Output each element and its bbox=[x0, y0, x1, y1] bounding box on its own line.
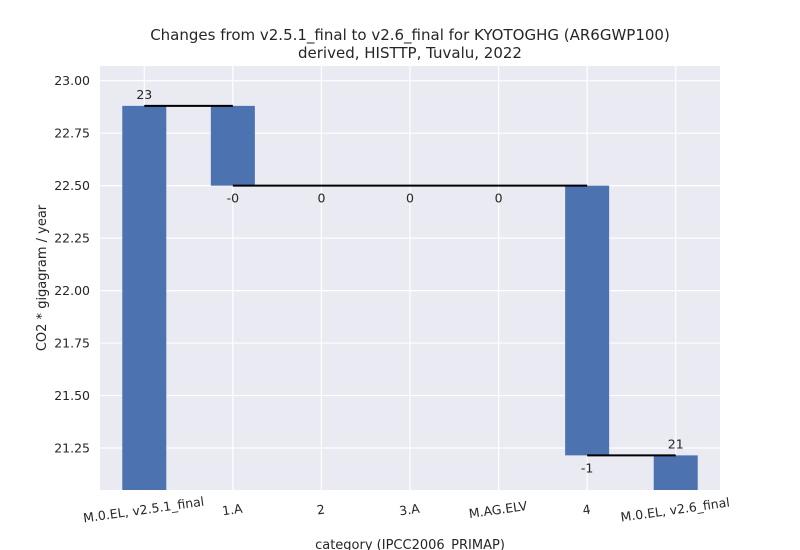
y-tick-label: 21.75 bbox=[54, 336, 90, 351]
x-tick-label: 4 bbox=[582, 502, 592, 518]
x-tick-label: 3.A bbox=[398, 501, 421, 519]
data-label: 21 bbox=[668, 436, 684, 451]
y-tick-label: 22.50 bbox=[54, 178, 90, 193]
y-axis-label: CO2 * gigagram / year bbox=[35, 204, 50, 351]
grid-lines bbox=[100, 66, 720, 490]
y-tick-label: 22.25 bbox=[54, 231, 90, 246]
data-label: 23 bbox=[136, 87, 152, 102]
chart-subtitle: derived, HISTTP, Tuvalu, 2022 bbox=[298, 44, 522, 62]
data-label: 0 bbox=[406, 191, 414, 206]
data-labels: 23 -0 0 0 0 -1 21 bbox=[136, 87, 683, 475]
y-tick-label: 21.50 bbox=[54, 388, 90, 403]
data-label: 0 bbox=[495, 191, 503, 206]
x-tick-label: 2 bbox=[316, 502, 326, 518]
chart-title: Changes from v2.5.1_final to v2.6_final … bbox=[150, 26, 670, 45]
data-label: -1 bbox=[581, 460, 593, 475]
y-tick-label: 23.00 bbox=[54, 73, 90, 88]
bars bbox=[122, 105, 698, 490]
y-tick-label: 22.75 bbox=[54, 126, 90, 141]
y-tick-label: 21.25 bbox=[54, 441, 90, 456]
bar bbox=[122, 105, 167, 490]
bar bbox=[565, 185, 610, 456]
x-tick-label: 1.A bbox=[221, 501, 244, 519]
data-label: -0 bbox=[227, 191, 240, 206]
x-axis-label: category (IPCC2006_PRIMAP) bbox=[315, 538, 505, 550]
y-axis-ticks: 23.00 22.75 22.50 22.25 22.00 21.75 21.50 21.25 bbox=[54, 73, 90, 455]
bar bbox=[210, 105, 255, 186]
data-label: 0 bbox=[317, 191, 325, 206]
bar bbox=[653, 455, 698, 490]
connector-lines bbox=[144, 104, 676, 457]
y-tick-label: 22.00 bbox=[54, 283, 90, 298]
